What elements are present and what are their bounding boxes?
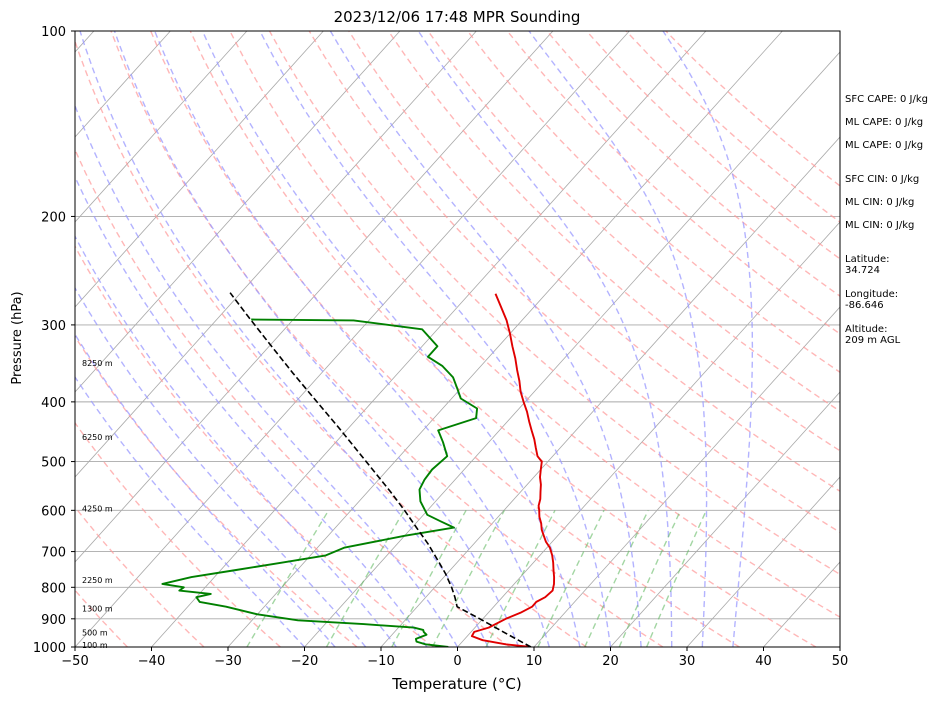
x-tick-label: 40 [755,654,772,669]
y-tick-label: 700 [41,546,66,561]
x-tick-label: 20 [602,654,619,669]
moist-adiabat [418,31,671,647]
stats-annotation-line: ML CIN: 0 J/kg [845,197,914,208]
dry-adiabat [111,31,663,647]
stats-annotation-line: Altitude: [845,324,887,335]
x-tick-label: 0 [453,654,461,669]
y-tick-label: 100 [41,25,66,40]
stats-annotation-line: SFC CAPE: 0 J/kg [845,94,928,105]
height-label: 1300 m [82,605,113,614]
mixing-ratio-line [647,510,707,647]
y-tick-label: 1000 [33,641,66,656]
stats-annotation-line: Latitude: [845,254,890,265]
height-label: 4250 m [82,505,113,514]
x-tick-label: 10 [526,654,543,669]
stats-annotation: Altitude:209 m AGL [845,324,901,346]
height-label: 500 m [82,628,108,637]
moist-adiabat [23,31,427,647]
height-label: 6250 m [82,433,113,442]
isotherm-line [0,31,553,647]
stats-annotation: ML CAPE: 0 J/kg [845,140,923,151]
x-tick-label: −50 [61,654,88,669]
stats-annotation-line: ML CAPE: 0 J/kg [845,140,923,151]
stats-annotation: ML CAPE: 0 J/kg [845,117,923,128]
height-label: 100 m [82,641,108,650]
x-tick-label: −20 [291,654,318,669]
x-tick-label: −40 [138,654,165,669]
moist-adiabat [529,31,707,647]
height-label: 2250 m [82,576,113,585]
stats-annotation-line: SFC CIN: 0 J/kg [845,174,919,185]
height-labels: 100 m 500 m 1300 m 2250 m 4250 m 6250 m 8250 m [82,359,113,650]
stats-annotation-line: -86.646 [845,300,884,311]
dry-adiabat [190,31,816,647]
stats-annotation: ML CIN: 0 J/kg [845,220,914,231]
stats-annotation: SFC CAPE: 0 J/kg [845,94,928,105]
dry-adiabat [151,31,740,647]
stats-annotation-line: 209 m AGL [845,335,901,346]
mixing-ratio-line [247,510,329,647]
isotherm-line [228,31,782,647]
chart-title: 2023/12/06 17:48 MPR Sounding [334,8,581,26]
plot-frame: −50 −40 −30 −20 −10 0 10 20 30 40 50 100 200 300 400 50… [33,25,848,669]
y-tick-label: 600 [41,504,66,519]
moist-adiabat [80,31,488,647]
stats-annotation-line: Longitude: [845,289,898,300]
isotherm-line [0,31,476,647]
stats-annotation-line: ML CAPE: 0 J/kg [845,117,923,128]
y-tick-label: 900 [41,613,66,628]
y-tick-label: 800 [41,581,66,596]
moist-adiabat [50,31,458,647]
x-tick-label: 30 [679,654,696,669]
dry-adiabat [0,31,204,647]
height-label: 8250 m [82,359,113,368]
mixing-ratio-line [486,510,555,647]
stats-annotation-line: 34.724 [845,265,880,276]
background-grid [0,31,947,647]
isotherm-line [0,31,247,647]
stats-annotation: SFC CIN: 0 J/kg [845,174,919,185]
dry-adiabat [32,31,510,647]
sounding-profiles [162,293,554,647]
y-axis-label: Pressure (hPa) [10,291,25,384]
y-tick-label: 200 [41,210,66,225]
stats-annotation-line: ML CIN: 0 J/kg [845,220,914,231]
isotherm-line [152,31,706,647]
stats-annotations: SFC CAPE: 0 J/kg ML CAPE: 0 J/kg ML CAPE: … [845,94,928,346]
y-tick-label: 400 [41,396,66,411]
x-tick-label: 50 [832,654,849,669]
x-tick-label: −30 [214,654,241,669]
y-tick-label: 500 [41,456,66,471]
mixing-ratio-line [432,510,504,647]
x-axis-label: Temperature (°C) [391,675,521,693]
isotherm-line [75,31,629,647]
x-tick-label: −10 [367,654,394,669]
stats-annotation: Longitude:-86.646 [845,289,898,311]
y-tick-label: 300 [41,319,66,334]
stats-annotation: Latitude:34.724 [845,254,890,276]
stats-annotation: ML CIN: 0 J/kg [845,197,914,208]
isotherm-line [0,31,170,647]
parcel-profile [230,293,531,647]
